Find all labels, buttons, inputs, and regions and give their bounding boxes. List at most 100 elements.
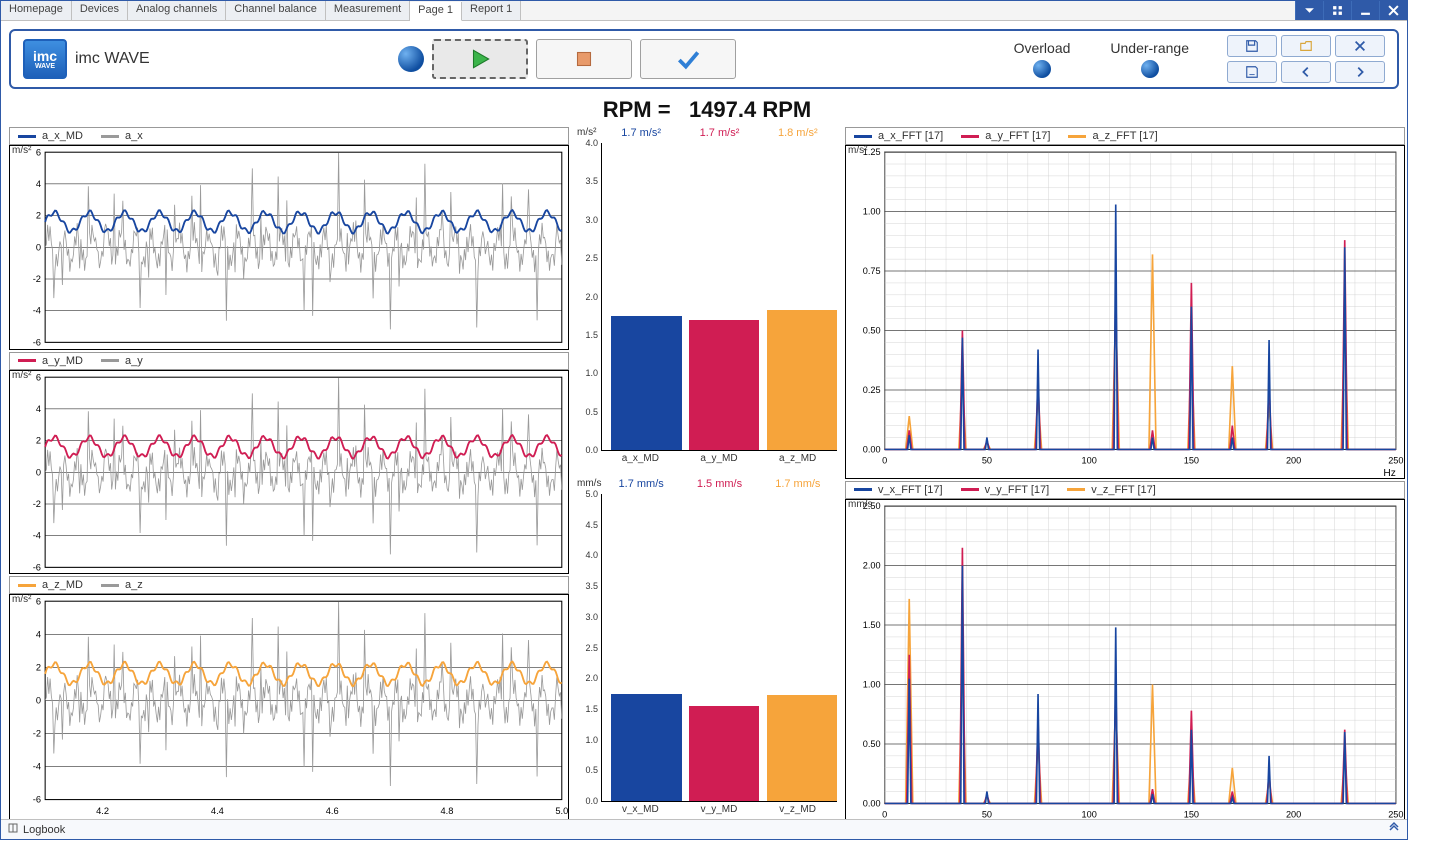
svg-text:0: 0 — [36, 242, 41, 252]
window-controls — [1295, 1, 1407, 20]
underrange-icon — [1141, 60, 1159, 78]
svg-text:50: 50 — [982, 810, 992, 819]
svg-text:4: 4 — [36, 404, 41, 414]
fft-legend: v_x_FFT [17]v_y_FFT [17]v_z_FFT [17] — [845, 481, 1405, 499]
svg-text:5.0: 5.0 — [555, 806, 568, 816]
bar-panel-1: mm/s 0.00.51.01.52.02.53.03.54.04.55.0 1… — [577, 478, 837, 815]
rpm-display: RPM = 1497.4 RPM — [9, 97, 1405, 127]
svg-text:-2: -2 — [33, 274, 41, 284]
svg-text:6: 6 — [36, 147, 41, 157]
svg-text:6: 6 — [36, 372, 41, 382]
svg-text:0: 0 — [36, 696, 41, 706]
svg-text:-6: -6 — [33, 562, 41, 572]
timeseries-chart[interactable]: m/s² -6-4-20246 — [9, 145, 569, 350]
tab-report-1[interactable]: Report 1 — [462, 1, 521, 20]
svg-text:2: 2 — [36, 662, 41, 672]
svg-text:1.00: 1.00 — [863, 207, 881, 217]
overload-icon — [1033, 60, 1051, 78]
svg-text:50: 50 — [982, 456, 992, 466]
save-all-button[interactable] — [1227, 61, 1277, 83]
next-button[interactable] — [1335, 61, 1385, 83]
svg-text:0.00: 0.00 — [863, 444, 881, 454]
status-bar: Logbook — [1, 819, 1407, 839]
timeseries-legend: a_y_MD a_y — [9, 352, 569, 370]
tab-channel-balance[interactable]: Channel balance — [226, 1, 326, 20]
timeseries-chart[interactable]: m/s² -6-4-202464.24.44.64.85.0s — [9, 594, 569, 819]
file-buttons — [1227, 35, 1385, 83]
timeseries-stack: a_x_MD a_x m/s² -6-4-20246 a_y_MD a_y m/… — [9, 127, 569, 815]
svg-text:4.2: 4.2 — [96, 806, 109, 816]
svg-text:-4: -4 — [33, 762, 41, 772]
svg-text:0.00: 0.00 — [863, 798, 881, 808]
svg-text:4.6: 4.6 — [326, 806, 339, 816]
svg-text:0.50: 0.50 — [863, 739, 881, 749]
bar-chart[interactable]: 0.00.51.01.52.02.53.03.54.0 1.7 m/s²1.7 … — [601, 143, 837, 451]
svg-text:1.00: 1.00 — [863, 679, 881, 689]
timeseries-panel-2: a_z_MD a_z m/s² -6-4-202464.24.44.64.85.… — [9, 576, 569, 819]
fft-chart[interactable]: m/s² 0.000.250.500.751.001.2505010015020… — [845, 145, 1405, 479]
svg-text:-2: -2 — [33, 729, 41, 739]
fft-chart[interactable]: mm/s 0.000.501.001.502.002.5005010015020… — [845, 499, 1405, 819]
minimize-icon[interactable] — [1351, 1, 1379, 20]
svg-text:6: 6 — [36, 596, 41, 606]
grid-icon[interactable] — [1323, 1, 1351, 20]
svg-text:0.50: 0.50 — [863, 326, 881, 336]
bars-column: m/s² 0.00.51.01.52.02.53.03.54.0 1.7 m/s… — [577, 127, 837, 815]
fft-legend: a_x_FFT [17]a_y_FFT [17]a_z_FFT [17] — [845, 127, 1405, 145]
svg-text:2: 2 — [36, 435, 41, 445]
svg-text:0.25: 0.25 — [863, 385, 881, 395]
svg-text:250: 250 — [1388, 810, 1403, 819]
svg-text:100: 100 — [1082, 810, 1097, 819]
tab-strip: HomepageDevicesAnalog channelsChannel ba… — [1, 1, 1407, 21]
open-button[interactable] — [1281, 35, 1331, 57]
svg-text:150: 150 — [1184, 456, 1199, 466]
svg-text:2: 2 — [36, 211, 41, 221]
fft-column: a_x_FFT [17]a_y_FFT [17]a_z_FFT [17] m/s… — [845, 127, 1405, 815]
brand-logo-icon: imc WAVE — [23, 39, 67, 79]
svg-text:-4: -4 — [33, 306, 41, 316]
timeseries-legend: a_z_MD a_z — [9, 576, 569, 594]
svg-text:1.50: 1.50 — [863, 620, 881, 630]
logbook-label[interactable]: Logbook — [23, 824, 65, 836]
tab-homepage[interactable]: Homepage — [1, 1, 72, 20]
svg-text:0.75: 0.75 — [863, 266, 881, 276]
tab-measurement[interactable]: Measurement — [326, 1, 410, 20]
svg-text:4: 4 — [36, 629, 41, 639]
underrange-indicator: Under-range — [1110, 40, 1189, 78]
play-button[interactable] — [432, 39, 528, 79]
timeseries-chart[interactable]: m/s² -6-4-20246 — [9, 370, 569, 575]
fft-panel-1: v_x_FFT [17]v_y_FFT [17]v_z_FFT [17] mm/… — [845, 481, 1405, 819]
stop-button[interactable] — [536, 39, 632, 79]
svg-text:4.8: 4.8 — [441, 806, 454, 816]
dropdown-icon[interactable] — [1295, 1, 1323, 20]
brand-name: imc WAVE — [75, 50, 150, 68]
book-icon — [7, 822, 19, 837]
status-sphere-icon — [398, 46, 424, 72]
delete-button[interactable] — [1335, 35, 1385, 57]
overload-indicator: Overload — [1014, 40, 1071, 78]
bar-chart[interactable]: 0.00.51.01.52.02.53.03.54.04.55.0 1.7 mm… — [601, 494, 837, 802]
tab-page-1[interactable]: Page 1 — [410, 2, 462, 21]
svg-text:100: 100 — [1082, 456, 1097, 466]
svg-text:0: 0 — [36, 467, 41, 477]
svg-text:-6: -6 — [33, 337, 41, 347]
svg-text:4.4: 4.4 — [211, 806, 224, 816]
svg-text:200: 200 — [1286, 456, 1301, 466]
accept-button[interactable] — [640, 39, 736, 79]
expand-up-icon[interactable] — [1387, 821, 1401, 838]
svg-text:2.00: 2.00 — [863, 561, 881, 571]
close-icon[interactable] — [1379, 1, 1407, 20]
tab-analog-channels[interactable]: Analog channels — [128, 1, 226, 20]
svg-text:-2: -2 — [33, 499, 41, 509]
svg-text:-4: -4 — [33, 530, 41, 540]
svg-text:200: 200 — [1286, 810, 1301, 819]
svg-text:150: 150 — [1184, 810, 1199, 819]
save-button[interactable] — [1227, 35, 1277, 57]
svg-text:4: 4 — [36, 179, 41, 189]
brand: imc WAVE imc WAVE — [23, 39, 150, 79]
timeseries-panel-0: a_x_MD a_x m/s² -6-4-20246 — [9, 127, 569, 350]
svg-text:0: 0 — [882, 456, 887, 466]
prev-button[interactable] — [1281, 61, 1331, 83]
tab-devices[interactable]: Devices — [72, 1, 128, 20]
timeseries-legend: a_x_MD a_x — [9, 127, 569, 145]
